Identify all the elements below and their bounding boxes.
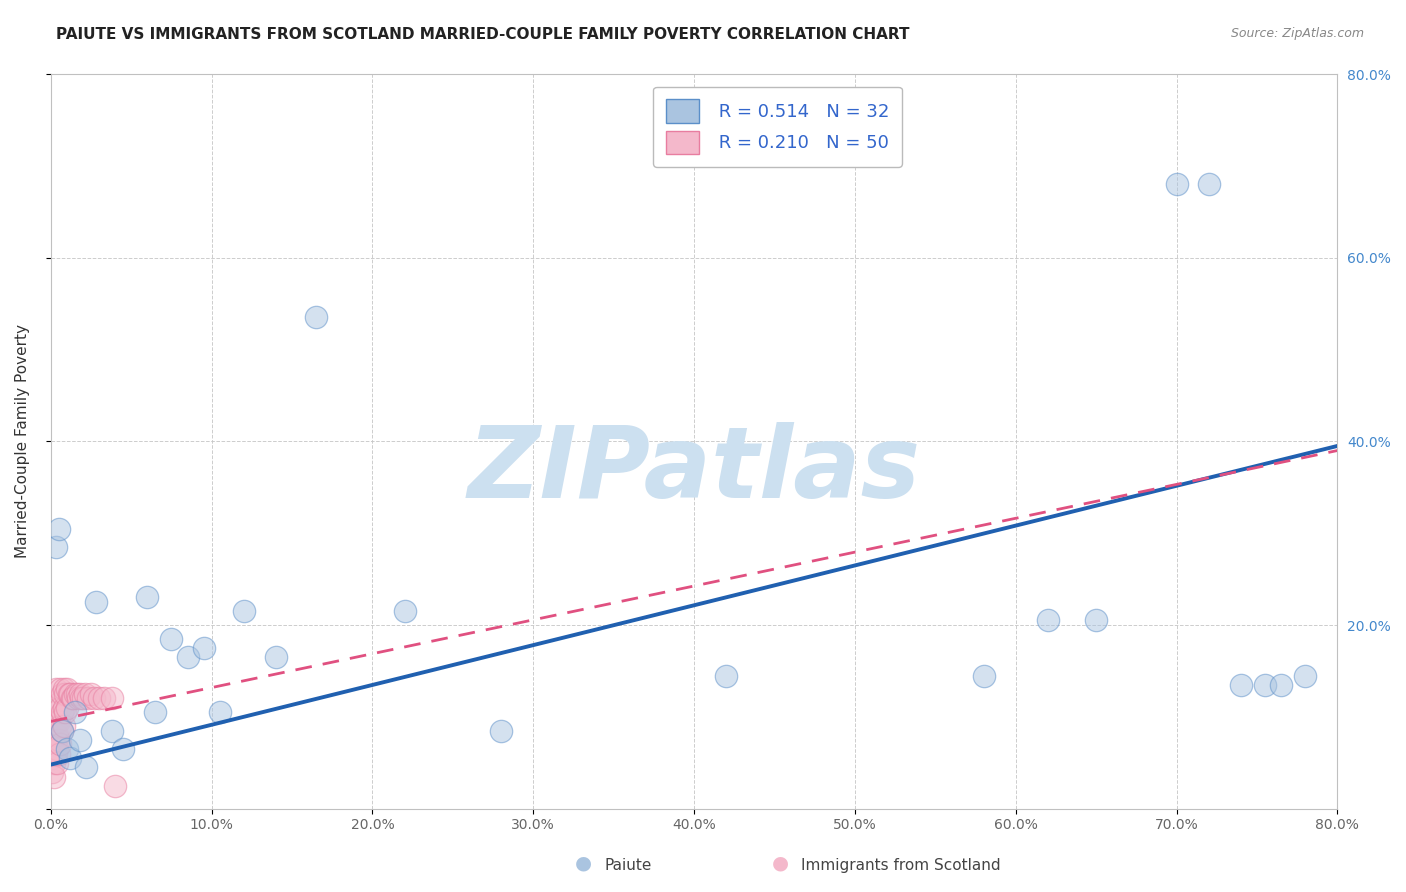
Point [87, 691, 110, 706]
Legend:  R = 0.514   N = 32,  R = 0.210   N = 50: R = 0.514 N = 32, R = 0.210 N = 50 [654, 87, 903, 167]
Point [51, 687, 73, 701]
Point [63, 687, 86, 701]
Point [232, 604, 254, 618]
Point [1085, 614, 1108, 628]
Point [52, 719, 75, 733]
Text: ZIPatlas: ZIPatlas [468, 422, 921, 519]
Point [45, 682, 67, 697]
Text: Immigrants from Scotland: Immigrants from Scotland [801, 858, 1001, 872]
Point [264, 650, 287, 665]
Point [1166, 178, 1188, 192]
Point [80, 687, 103, 701]
Point [69, 732, 91, 747]
Point [93, 691, 115, 706]
Point [394, 604, 416, 618]
Point [49, 738, 72, 752]
Point [67, 691, 90, 706]
Point [53, 705, 76, 719]
Point [1198, 178, 1220, 192]
Point [1294, 668, 1316, 682]
Point [73, 687, 96, 701]
Point [48, 747, 70, 761]
Point [48, 714, 70, 729]
Point [51, 723, 73, 738]
Point [45, 747, 67, 761]
Point [42, 742, 65, 756]
Point [101, 723, 124, 738]
Point [76, 691, 98, 706]
Point [51, 705, 73, 719]
Point [41, 751, 63, 765]
Point [305, 310, 328, 325]
Point [51, 723, 73, 738]
Point [46, 742, 69, 756]
Point [56, 742, 79, 756]
Point [1254, 678, 1277, 692]
Point [48, 696, 70, 710]
Point [49, 700, 72, 714]
Point [39, 728, 62, 742]
Point [45, 732, 67, 747]
Point [208, 705, 231, 719]
Text: Paiute: Paiute [605, 858, 652, 872]
Point [62, 691, 84, 706]
Y-axis label: Married-Couple Family Poverty: Married-Couple Family Poverty [15, 325, 30, 558]
Point [48, 522, 70, 536]
Point [63, 705, 86, 719]
Point [46, 756, 69, 770]
Point [52, 682, 75, 697]
Text: Source: ZipAtlas.com: Source: ZipAtlas.com [1230, 27, 1364, 40]
Point [193, 640, 215, 655]
Point [83, 691, 105, 706]
Point [75, 760, 97, 774]
Point [136, 591, 159, 605]
Point [1036, 614, 1059, 628]
Point [1270, 678, 1292, 692]
Point [52, 700, 75, 714]
Point [104, 779, 127, 793]
Point [489, 723, 512, 738]
Point [42, 756, 65, 770]
Point [973, 668, 995, 682]
Text: ●: ● [575, 854, 592, 873]
Point [56, 682, 79, 697]
Text: ●: ● [772, 854, 789, 873]
Point [46, 728, 69, 742]
Point [56, 700, 79, 714]
Point [59, 751, 82, 765]
Point [69, 687, 91, 701]
Point [60, 691, 83, 706]
Point [65, 687, 87, 701]
Point [160, 632, 183, 646]
Point [48, 732, 70, 747]
Point [59, 687, 82, 701]
Point [46, 714, 69, 729]
Point [49, 719, 72, 733]
Point [112, 742, 135, 756]
Point [41, 764, 63, 779]
Point [53, 687, 76, 701]
Point [176, 650, 198, 665]
Point [1230, 678, 1253, 692]
Point [58, 687, 80, 701]
Point [49, 682, 72, 697]
Text: PAIUTE VS IMMIGRANTS FROM SCOTLAND MARRIED-COUPLE FAMILY POVERTY CORRELATION CHA: PAIUTE VS IMMIGRANTS FROM SCOTLAND MARRI… [56, 27, 910, 42]
Point [45, 540, 67, 554]
Point [145, 705, 167, 719]
Point [84, 595, 107, 609]
Point [42, 770, 65, 784]
Point [101, 691, 124, 706]
Point [45, 705, 67, 719]
Point [72, 691, 94, 706]
Point [70, 691, 93, 706]
Point [716, 668, 738, 682]
